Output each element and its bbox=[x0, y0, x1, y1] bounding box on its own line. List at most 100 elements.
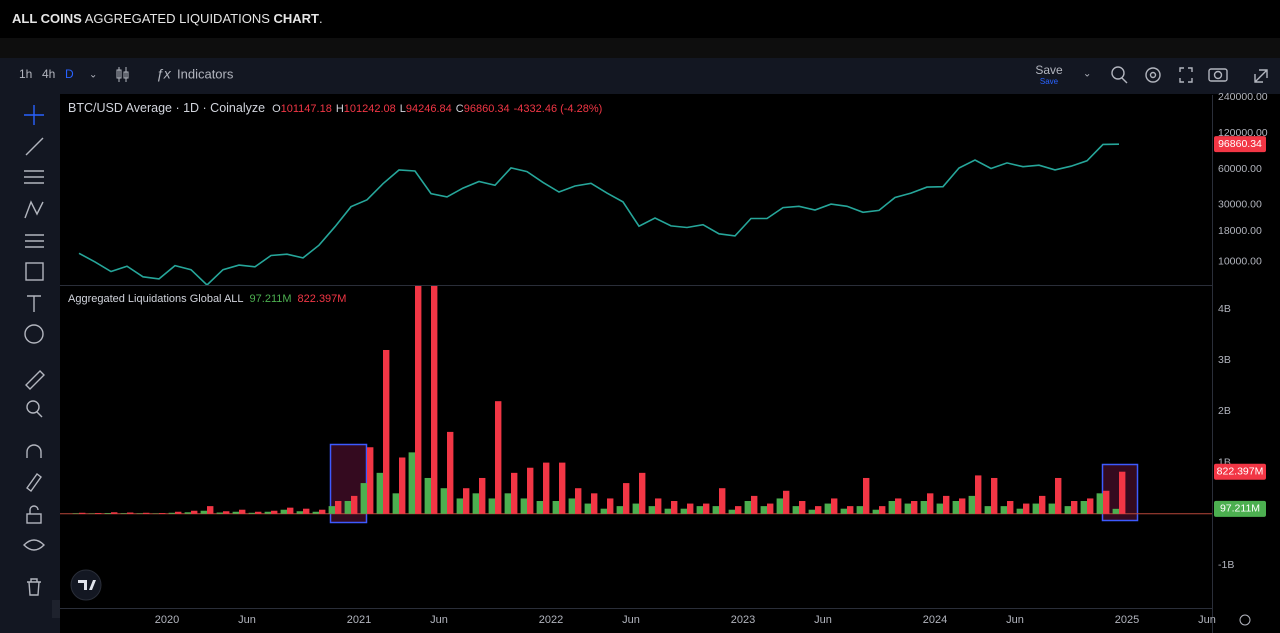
liquidation-bar bbox=[95, 513, 102, 514]
liquidation-bar bbox=[280, 509, 287, 514]
text-tool[interactable] bbox=[27, 295, 41, 312]
y-tick-label: 2B bbox=[1218, 405, 1231, 417]
x-tick-label: 2022 bbox=[539, 614, 563, 626]
y-tick-label: 3B bbox=[1218, 354, 1231, 366]
liquidation-bar bbox=[1039, 495, 1046, 514]
pattern-tool[interactable] bbox=[24, 200, 44, 219]
liquidation-bar bbox=[488, 498, 495, 514]
liquidation-bar bbox=[728, 509, 735, 514]
title-part: AGGREGATED LIQUIDATIONS bbox=[82, 11, 274, 26]
liquidation-bar bbox=[264, 511, 271, 514]
liquidation-bar bbox=[1032, 503, 1039, 514]
y-tick-label: 10000.00 bbox=[1218, 256, 1262, 268]
liquidation-bar bbox=[248, 512, 255, 514]
liquidation-bar bbox=[1000, 506, 1007, 514]
liquidation-bar bbox=[1087, 498, 1094, 514]
ohlc-key: O bbox=[272, 103, 281, 115]
liquidation-bar bbox=[1103, 490, 1110, 514]
liquidation-bar bbox=[1112, 508, 1119, 514]
y-tick-label: 240000.00 bbox=[1218, 91, 1268, 103]
ohlc-value: 96860.34 bbox=[464, 103, 510, 115]
interval-dropdown[interactable]: ⌄ bbox=[89, 70, 97, 81]
liquidation-bar bbox=[863, 477, 870, 514]
liquidation-bar bbox=[664, 508, 671, 514]
remove-tool[interactable] bbox=[27, 578, 41, 596]
liquidation-bar bbox=[927, 493, 934, 514]
liquidation-bar bbox=[479, 477, 486, 514]
y-tick-label: 120000.00 bbox=[1218, 127, 1268, 139]
liquidation-bar bbox=[511, 472, 518, 514]
y-tick-label: -1B bbox=[1218, 559, 1234, 571]
price-legend-text: BTC/USD Average · 1D · Coinalyze O101147.… bbox=[68, 101, 602, 115]
x-tick-label: 2024 bbox=[923, 614, 947, 626]
liquidation-bar bbox=[888, 501, 895, 514]
geometric-shapes-tool[interactable] bbox=[25, 262, 44, 281]
ohlc-key: L bbox=[400, 103, 406, 115]
icons-tool[interactable] bbox=[24, 324, 44, 344]
price-line bbox=[78, 143, 1120, 285]
liquidation-bar bbox=[200, 510, 207, 514]
trend-line-tool[interactable] bbox=[25, 137, 44, 156]
left-toolbar bbox=[0, 94, 60, 633]
quick-search-button[interactable] bbox=[1111, 66, 1128, 84]
measure-tool[interactable] bbox=[25, 370, 45, 390]
settings-button[interactable] bbox=[1145, 67, 1161, 83]
header-bar bbox=[0, 0, 1280, 38]
interval-button[interactable]: 4h bbox=[42, 67, 55, 81]
liquidation-bar bbox=[415, 286, 422, 514]
liquidation-bar bbox=[360, 483, 367, 514]
title-part: ALL COINS bbox=[12, 11, 82, 26]
collapse-panel-button[interactable] bbox=[52, 600, 60, 618]
prediction-tool[interactable] bbox=[25, 234, 44, 248]
fib-tool[interactable] bbox=[24, 170, 44, 184]
indicators-icon[interactable]: ƒx bbox=[156, 66, 172, 82]
liquidation-bar bbox=[1048, 503, 1055, 514]
liquidation-bar bbox=[696, 506, 703, 514]
liquidation-bar bbox=[975, 475, 982, 514]
publish-button[interactable] bbox=[1254, 69, 1268, 83]
liquidation-bar bbox=[1096, 493, 1103, 514]
liquidation-bar bbox=[911, 501, 918, 514]
liquidation-bar bbox=[895, 498, 902, 514]
save-dropdown[interactable]: ⌄ bbox=[1083, 69, 1091, 80]
change: -4332.46 bbox=[514, 103, 557, 115]
ohlc-value: 94246.84 bbox=[406, 103, 452, 115]
axis-settings-button[interactable] bbox=[1239, 614, 1251, 626]
indicator-value: 822.397M bbox=[298, 293, 347, 305]
tradingview-logo[interactable] bbox=[70, 569, 102, 601]
interval-button[interactable]: 1h bbox=[19, 67, 32, 81]
crosshair-tool[interactable] bbox=[24, 105, 44, 125]
liquidation-bar bbox=[872, 509, 879, 514]
magnet-tool[interactable] bbox=[26, 444, 42, 458]
stay-drawing-tool[interactable] bbox=[26, 473, 42, 492]
indicators-button[interactable]: Indicators bbox=[177, 66, 234, 81]
liquidation-bar bbox=[431, 286, 438, 514]
snapshot-button[interactable] bbox=[1208, 68, 1228, 82]
fullscreen-button[interactable] bbox=[1179, 67, 1193, 83]
indicator-title: Aggregated Liquidations Global ALL bbox=[68, 293, 244, 305]
liquidation-bar bbox=[1016, 508, 1023, 514]
liquidation-bar bbox=[616, 506, 623, 514]
save-status: Save bbox=[1040, 77, 1059, 86]
liquidation-bar bbox=[408, 452, 415, 514]
x-tick-label: Jun bbox=[430, 614, 448, 626]
liquidation-bar bbox=[591, 493, 598, 514]
interval-button[interactable]: D bbox=[65, 67, 74, 81]
chart-area bbox=[60, 95, 1212, 608]
liquidation-bar bbox=[303, 508, 310, 514]
hide-tool[interactable] bbox=[23, 539, 45, 551]
save-button[interactable]: Save bbox=[1035, 63, 1063, 77]
liquidation-bar bbox=[687, 503, 694, 514]
liquidation-bar bbox=[680, 508, 687, 514]
chart-type-button[interactable] bbox=[116, 67, 129, 82]
last-price-tag bbox=[1214, 136, 1266, 153]
y-tick-label: 18000.00 bbox=[1218, 225, 1262, 237]
lock-tool[interactable] bbox=[26, 505, 42, 524]
liquidation-bar bbox=[607, 498, 614, 514]
liquidation-bar bbox=[536, 501, 543, 514]
zoom-tool[interactable] bbox=[26, 400, 43, 418]
liquidation-bar bbox=[639, 472, 646, 514]
y-tick-label: 60000.00 bbox=[1218, 163, 1262, 175]
liquidation-bar bbox=[527, 467, 534, 514]
